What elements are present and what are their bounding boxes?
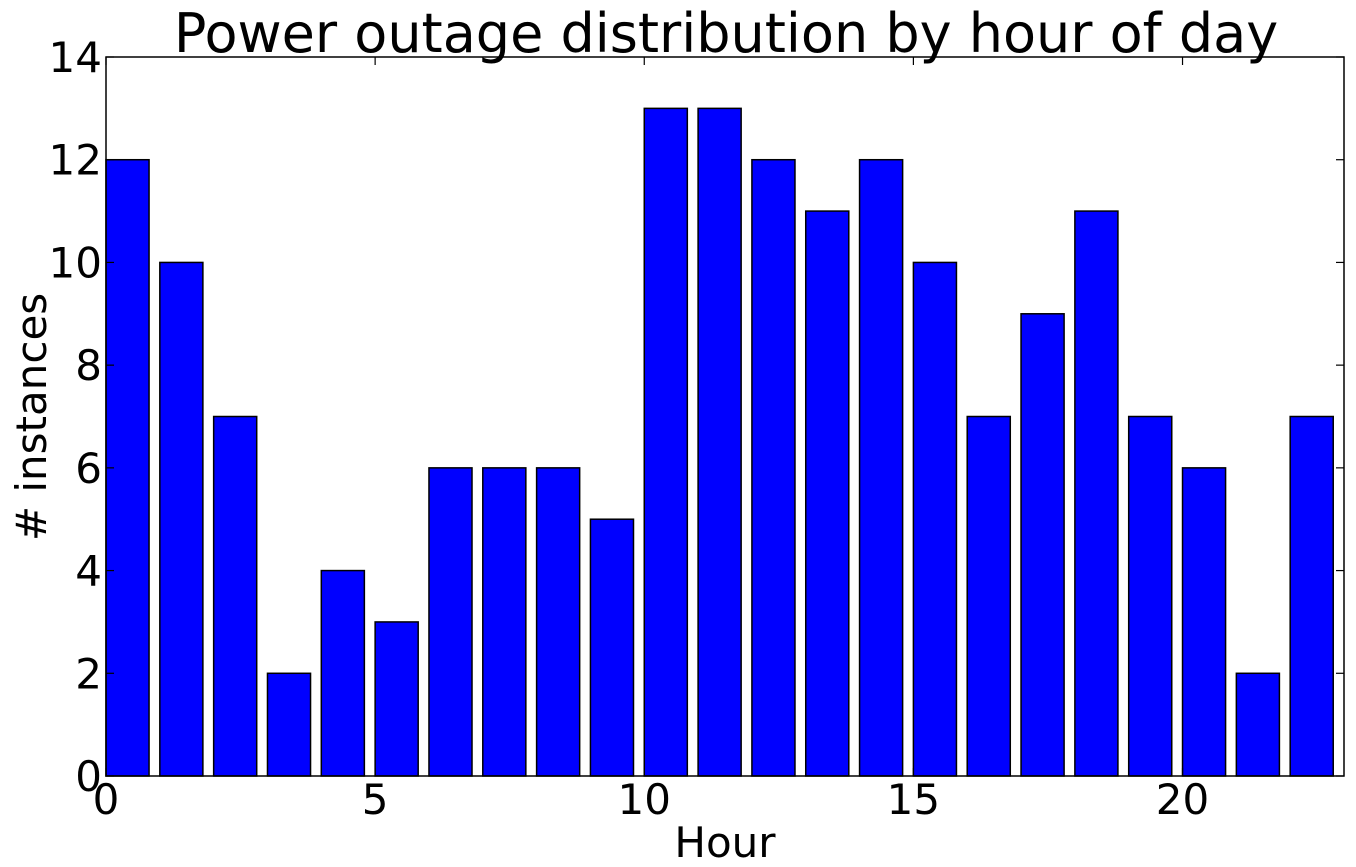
- x-axis-label: Hour: [674, 818, 776, 867]
- x-tick-label: 5: [362, 775, 389, 824]
- bar-hour-18: [1074, 210, 1119, 777]
- bar-hour-10: [643, 107, 689, 777]
- bar-hour-21: [1235, 672, 1281, 777]
- bar-hour-7: [482, 467, 527, 777]
- x-tick-label: 0: [93, 775, 120, 824]
- bar-hour-1: [159, 261, 204, 777]
- y-tick-label: 14: [49, 33, 102, 82]
- bars-group: [105, 107, 1334, 777]
- bar-hour-6: [428, 467, 473, 777]
- bar-hour-16: [966, 415, 1012, 777]
- bar-hour-5: [374, 621, 419, 777]
- bar-hour-15: [912, 261, 958, 777]
- bar-hour-11: [697, 107, 742, 777]
- bar-hour-12: [751, 158, 796, 777]
- y-tick-label: 4: [75, 547, 102, 596]
- bar-hour-14: [858, 158, 904, 777]
- bar-hour-8: [535, 467, 581, 777]
- x-tick-label: 10: [618, 775, 671, 824]
- bar-hour-3: [266, 672, 312, 777]
- y-tick-label: 6: [75, 444, 102, 493]
- bar-hour-22: [1289, 415, 1334, 777]
- bar-hour-9: [589, 518, 635, 777]
- bar-hour-4: [320, 569, 366, 777]
- y-tick-label: 8: [75, 341, 102, 390]
- y-tick-label: 12: [49, 136, 102, 185]
- x-tick-label: 15: [887, 775, 940, 824]
- plot-frame: [105, 56, 1345, 777]
- bar-hour-13: [804, 210, 850, 777]
- y-axis-label: # instances: [7, 293, 56, 541]
- tick-labels-group: 0 5 10 15 20 0 2 4 6 8 10 12 14: [49, 33, 1210, 824]
- bar-hour-19: [1127, 415, 1173, 777]
- y-tick-label: 10: [49, 238, 102, 287]
- bar-hour-20: [1181, 467, 1227, 777]
- y-tick-label: 2: [75, 649, 102, 698]
- chart-title: Power outage distribution by hour of day: [174, 2, 1278, 65]
- bar-hour-17: [1020, 313, 1065, 777]
- bar-hour-2: [212, 415, 258, 777]
- x-tick-label: 20: [1156, 775, 1209, 824]
- y-tick-label: 0: [75, 752, 102, 801]
